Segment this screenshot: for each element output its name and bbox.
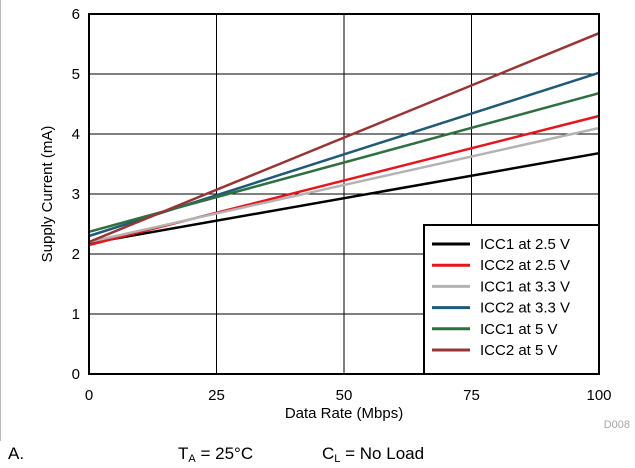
caption: A. TA = 25°C CL = No Load xyxy=(0,444,635,466)
y-tick-label-5: 5 xyxy=(72,66,80,83)
y-tick-label-2: 2 xyxy=(72,246,80,263)
cl-symbol: C xyxy=(322,444,335,463)
series-line-0 xyxy=(88,151,600,245)
caption-label: A. xyxy=(8,444,25,463)
cl-subscript: L xyxy=(334,453,341,465)
series-line-2 xyxy=(88,126,600,244)
y-axis-title: Supply Current (mA) xyxy=(39,126,56,263)
y-tick-label-3: 3 xyxy=(72,186,80,203)
ta-symbol: T xyxy=(178,444,189,463)
series-line-5 xyxy=(88,32,600,244)
caption-load: CL = No Load xyxy=(322,444,424,465)
legend: ICC1 at 2.5 V ICC2 at 2.5 V ICC1 at 3.3 V I… xyxy=(423,224,600,375)
legend-label-5: ICC2 at 5 V xyxy=(480,342,558,359)
ta-subscript: A xyxy=(188,453,196,465)
x-tick-label-0: 0 xyxy=(85,387,93,404)
legend-label-3: ICC2 at 3.3 V xyxy=(480,300,570,317)
y-tick-label-1: 1 xyxy=(72,306,80,323)
y-tick-labels: 0 1 2 3 4 5 6 xyxy=(72,6,80,383)
x-axis-title: Data Rate (Mbps) xyxy=(285,405,403,422)
caption-temperature: TA = 25°C xyxy=(178,444,253,465)
figure-id: D008 xyxy=(604,419,630,431)
legend-label-4: ICC1 at 5 V xyxy=(480,321,558,338)
plot-border xyxy=(88,13,600,375)
x-tick-label-4: 100 xyxy=(586,387,611,404)
y-tick-label-6: 6 xyxy=(72,6,80,23)
x-tick-label-1: 25 xyxy=(208,387,225,404)
x-tick-label-3: 75 xyxy=(463,387,480,404)
legend-label-0: ICC1 at 2.5 V xyxy=(480,236,570,253)
x-tick-labels: 0 25 50 75 100 xyxy=(85,387,612,404)
ta-value: = 25°C xyxy=(195,444,254,463)
supply-current-chart: 0 1 2 3 4 5 6 0 25 50 75 100 Supply Current (mA) D… xyxy=(39,6,630,431)
legend-label-2: ICC1 at 3.3 V xyxy=(480,278,570,295)
series-lines xyxy=(88,32,600,247)
x-tick-label-2: 50 xyxy=(336,387,353,404)
frame-left-border xyxy=(0,0,1,441)
legend-label-1: ICC2 at 2.5 V xyxy=(480,257,570,274)
y-tick-label-4: 4 xyxy=(72,126,80,143)
series-line-4 xyxy=(88,91,600,234)
cl-value: = No Load xyxy=(340,444,425,463)
y-tick-label-0: 0 xyxy=(72,366,80,383)
